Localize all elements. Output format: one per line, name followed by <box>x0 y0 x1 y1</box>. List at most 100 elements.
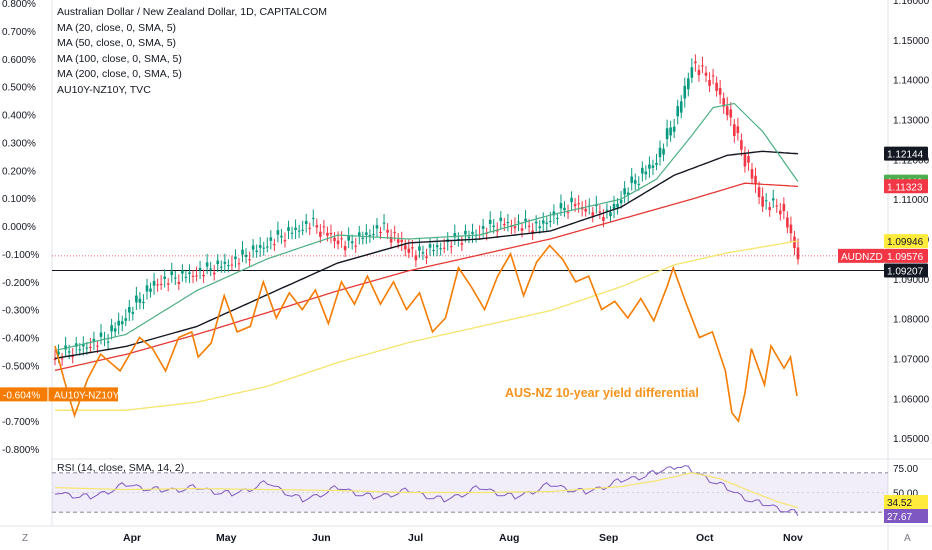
ma200-line <box>54 182 799 372</box>
timezone-toggle[interactable]: Z <box>22 533 29 544</box>
candle-body <box>393 232 396 234</box>
candle-body <box>676 106 680 117</box>
candle-body <box>637 183 641 185</box>
candle-body <box>407 248 411 253</box>
candle-body <box>227 265 230 267</box>
candle-body <box>82 344 85 347</box>
candle-body <box>386 229 389 233</box>
candle-body <box>368 235 372 237</box>
candle-body <box>503 224 506 226</box>
candle-body <box>598 211 602 213</box>
candle-body <box>170 271 174 276</box>
candle-body <box>128 307 131 313</box>
candle-body <box>545 222 549 224</box>
spread-tick-label: 0.300% <box>2 138 36 149</box>
candle-body <box>549 221 552 223</box>
candle-body <box>202 274 205 277</box>
rsi-tick-label: 50.00 <box>893 489 918 500</box>
spread-tick-label: 0.600% <box>2 55 36 66</box>
legend-ma100[interactable]: MA (100, close, 0, SMA, 5) <box>57 52 182 65</box>
candle-body <box>464 230 467 235</box>
spread-tick-label: -0.200% <box>2 278 39 289</box>
legend-ma200[interactable]: MA (200, close, 0, SMA, 5) <box>57 68 182 80</box>
candle-body <box>322 226 326 228</box>
spread-tick-label: -0.500% <box>2 361 39 372</box>
candle-body <box>612 203 616 210</box>
candle-body <box>796 247 800 260</box>
candle-body <box>439 248 442 250</box>
candle-body <box>255 250 258 252</box>
candle-body <box>481 226 485 229</box>
candle-body <box>354 245 358 247</box>
ma100-line <box>54 150 799 360</box>
candle-body <box>488 219 492 225</box>
candle-body <box>110 325 113 332</box>
candle-body <box>768 207 771 211</box>
candle-body <box>163 276 166 279</box>
price-tick-label: 1.06000 <box>893 394 930 405</box>
legend-ma20[interactable]: MA (20, close, 0, SMA, 5) <box>57 21 177 34</box>
candle-body <box>361 237 365 239</box>
candle-body <box>449 246 453 248</box>
price-label-bg <box>884 146 928 161</box>
candle-body <box>701 65 704 67</box>
spread-tick-label: 0.700% <box>2 27 36 38</box>
candle-body <box>747 156 750 163</box>
spread-tick-label: 0.500% <box>2 83 36 94</box>
chart-legend: Australian Dollar / New Zealand Dollar, … <box>57 5 327 98</box>
candle-body <box>467 236 471 238</box>
price-tick-label: 1.05000 <box>893 434 930 445</box>
spread-tick-label: -0.800% <box>2 445 39 456</box>
candle-body <box>577 203 580 205</box>
price-label-bg <box>884 179 928 194</box>
candle-body <box>757 187 761 198</box>
candle-body <box>294 227 297 230</box>
candle-body <box>350 241 354 244</box>
rsi-value-label: 27.67 <box>887 512 912 523</box>
candle-body <box>319 231 322 237</box>
candle-body <box>120 321 124 325</box>
candle-body <box>212 272 216 275</box>
candle-body <box>662 148 665 155</box>
time-tick-label: Oct <box>696 532 714 544</box>
candle-body <box>301 229 304 231</box>
candle-body <box>679 101 683 113</box>
legend-ma50[interactable]: MA (50, close, 0, SMA, 5) <box>57 37 177 49</box>
candle-body <box>453 233 457 238</box>
rsi-legend[interactable]: RSI (14, close, SMA, 14, 2) <box>57 462 185 474</box>
candle-body <box>534 221 538 224</box>
candle-body <box>241 249 244 255</box>
candle-body <box>145 285 149 292</box>
candle-body <box>99 332 103 337</box>
candle-body <box>251 245 255 250</box>
candle-body <box>435 245 439 248</box>
candle-body <box>782 203 786 212</box>
candle-body <box>209 268 212 270</box>
candle-body <box>619 200 623 204</box>
price-tick-label: 1.08000 <box>893 315 930 326</box>
candle-body <box>733 124 736 137</box>
spread-label: -0.604% <box>3 390 40 401</box>
spread-tag: AU10Y-NZ10Y <box>54 390 120 401</box>
candle-body <box>347 235 350 241</box>
candle-body <box>92 338 96 342</box>
time-tick-label: Jun <box>312 532 331 544</box>
candle-body <box>290 232 294 234</box>
candle-body <box>297 230 301 232</box>
legend-spread[interactable]: AU10Y-NZ10Y, TVC <box>57 83 151 96</box>
price-tick-label: 1.14000 <box>893 76 930 87</box>
candle-body <box>616 203 619 208</box>
candle-body <box>400 239 404 242</box>
auto-scale-toggle[interactable]: A <box>904 533 911 544</box>
candle-body <box>244 254 248 257</box>
candle-body <box>156 284 159 286</box>
candle-body <box>357 232 361 237</box>
candle-body <box>570 197 573 203</box>
time-tick-label: Nov <box>783 532 803 544</box>
candle-body <box>520 228 524 231</box>
candle-body <box>67 351 71 353</box>
candle-body <box>53 358 57 361</box>
price-label: 1.09207 <box>887 267 924 278</box>
candle-body <box>283 240 287 242</box>
